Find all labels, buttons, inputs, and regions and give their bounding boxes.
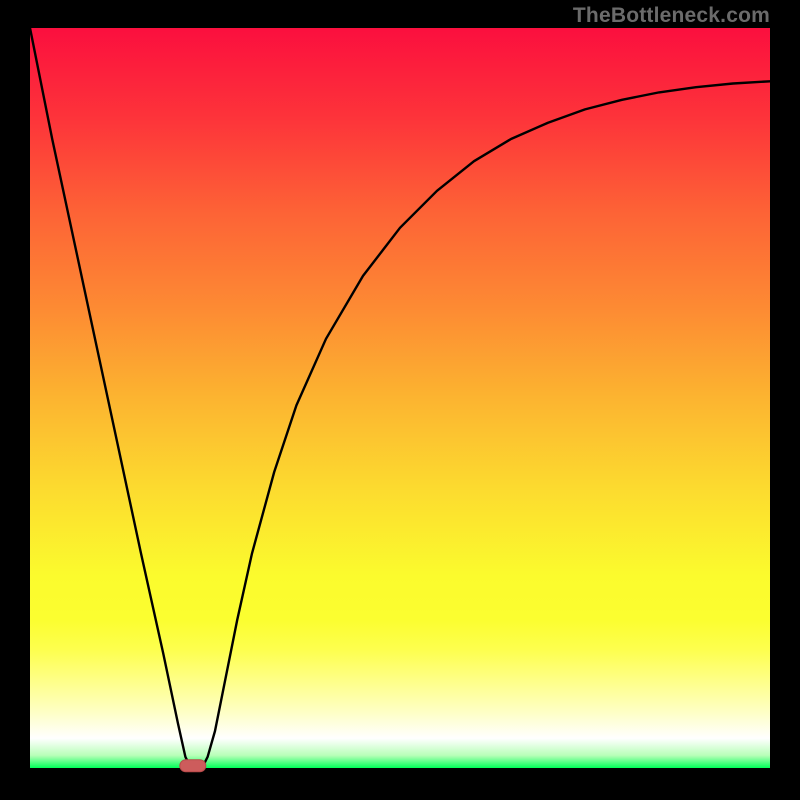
optimum-marker (180, 760, 206, 772)
bottleneck-curve (30, 28, 770, 766)
chart-overlay-svg (0, 0, 800, 800)
chart-container: TheBottleneck.com (0, 0, 800, 800)
watermark-label: TheBottleneck.com (573, 4, 770, 28)
